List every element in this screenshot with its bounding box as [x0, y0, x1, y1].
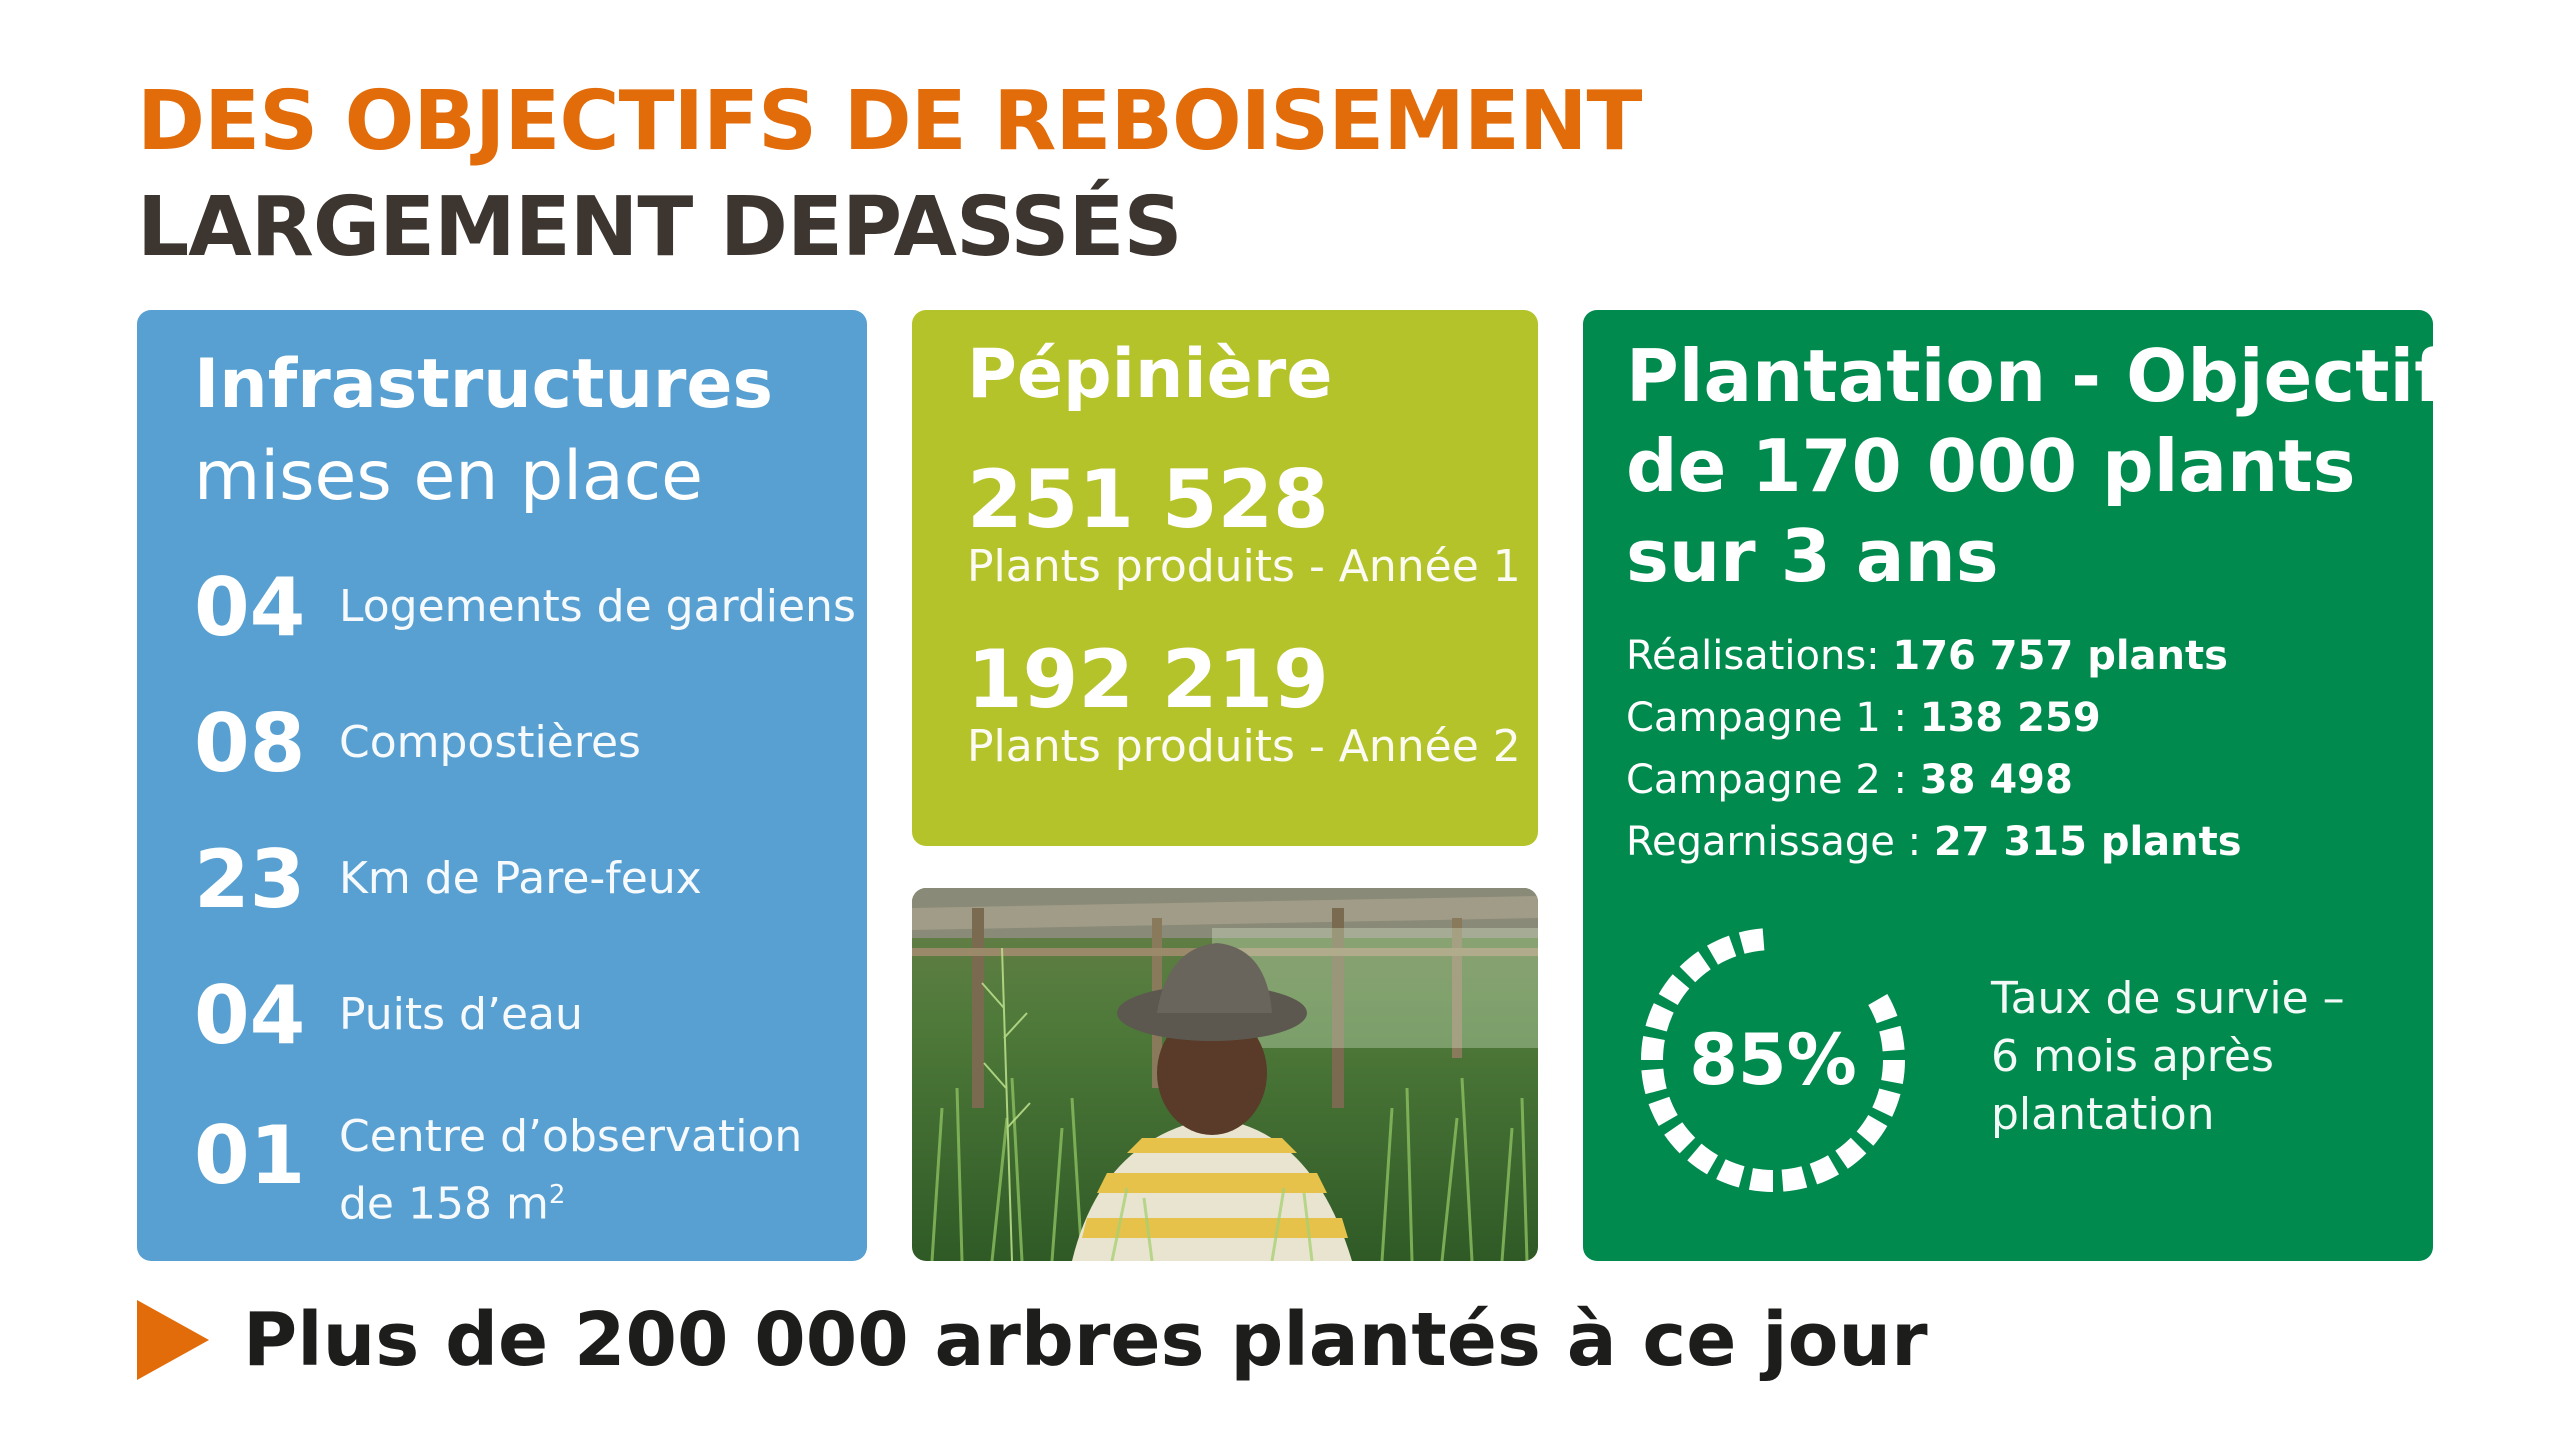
- gauge-segment: [1872, 1088, 1901, 1117]
- gauge-segment: [1881, 1060, 1905, 1085]
- stat-number: 04: [194, 561, 306, 654]
- gauge-segment: [1679, 951, 1711, 983]
- page-title-line1: DES OBJECTIFS DE REBOISEMENT: [137, 74, 1642, 169]
- row-label: Campagne 1 :: [1626, 695, 1920, 741]
- row-value: 38 498: [1919, 757, 2073, 803]
- row-value: 138 259: [1919, 695, 2101, 741]
- stat-label: Logements de gardiens: [339, 581, 856, 632]
- stat-label-line2-text: de 158 m: [339, 1178, 549, 1230]
- survival-caption: Taux de survie – 6 mois après plantation: [1991, 970, 2345, 1144]
- person-in-nursery-photo: [912, 888, 1538, 1261]
- gauge-segment: [1707, 935, 1737, 965]
- stat-row-pare-feux: 23 Km de Pare-feux: [194, 832, 702, 928]
- stat-number: 04: [194, 969, 306, 1062]
- stat-label: Compostières: [339, 717, 641, 768]
- stat-label-line2: de 158 m2: [339, 1166, 802, 1234]
- infrastructures-subtitle: mises en place: [194, 437, 703, 516]
- row-value: 27 315 plants: [1933, 819, 2242, 865]
- stat-label-line1: Centre d’observation: [339, 1111, 803, 1162]
- gauge-segment: [1664, 1122, 1696, 1154]
- row-value: 176 757 plants: [1892, 633, 2228, 679]
- stat-number: 01: [194, 1109, 306, 1202]
- stat-label: Puits d’eau: [339, 989, 583, 1040]
- stat-label: Centre d’observation de 158 m2: [339, 1108, 802, 1234]
- gauge-segment: [1748, 1168, 1773, 1192]
- survival-caption-line1: Taux de survie –: [1991, 973, 2345, 1024]
- survival-percentage: 85%: [1689, 1019, 1857, 1101]
- gauge-segment: [1809, 1155, 1839, 1185]
- play-arrow-icon: [137, 1300, 209, 1380]
- stat-row-compostieres: 08 Compostières: [194, 696, 641, 792]
- gauge-segment: [1781, 1166, 1808, 1192]
- gauge-segment: [1868, 994, 1898, 1024]
- gauge-segment: [1856, 1115, 1888, 1146]
- survival-caption-line2: 6 mois après: [1991, 1031, 2274, 1082]
- row-label: Réalisations:: [1626, 633, 1893, 679]
- row-label: Regarnissage :: [1626, 819, 1934, 865]
- photo-illustration: [912, 888, 1538, 1261]
- gauge-segment: [1835, 1137, 1867, 1169]
- stat-row-centre-observation: 01 Centre d’observation de 158 m2: [194, 1108, 802, 1234]
- gauge-segment: [1658, 974, 1690, 1005]
- gauge-segment: [1738, 928, 1765, 954]
- gauge-segment: [1687, 1143, 1718, 1175]
- plantation-title-line2: de 170 000 plants: [1626, 424, 2356, 508]
- gauge-segment: [1879, 1025, 1905, 1052]
- survival-gauge: 85%: [1623, 910, 1923, 1214]
- pepiniere-card: Pépinière 251 528 Plants produits - Anné…: [912, 310, 1538, 846]
- gauge-segment: [1641, 1035, 1665, 1060]
- pepiniere-number-year2: 192 219: [967, 633, 1329, 726]
- survival-gauge-ring: [1641, 928, 1905, 1192]
- plantation-title-line3: sur 3 ans: [1626, 514, 1999, 598]
- stat-label: Km de Pare-feux: [339, 853, 702, 904]
- superscript: 2: [548, 1180, 566, 1210]
- pepiniere-label-year1: Plants produits - Année 1: [967, 541, 1521, 592]
- plantation-row-regarnissage: Regarnissage : 27 315 plants: [1626, 814, 2242, 870]
- stat-row-puits: 04 Puits d’eau: [194, 968, 583, 1064]
- gauge-segment: [1645, 1003, 1674, 1032]
- stat-row-logements: 04 Logements de gardiens: [194, 560, 856, 656]
- plantation-row-campagne1: Campagne 1 : 138 259: [1626, 690, 2101, 746]
- plantation-row-realisations: Réalisations: 176 757 plants: [1626, 628, 2228, 684]
- pepiniere-number-year1: 251 528: [967, 453, 1329, 546]
- plantation-card: Plantation - Objectif de 170 000 plants …: [1583, 310, 2446, 1261]
- infrastructures-title: Infrastructures: [194, 345, 773, 424]
- footer-statement: Plus de 200 000 arbres plantés à ce jour: [243, 1297, 1928, 1383]
- infrastructures-card: Infrastructures mises en place 04 Logeme…: [137, 310, 867, 1261]
- pepiniere-title: Pépinière: [967, 335, 1333, 414]
- plantation-row-campagne2: Campagne 2 : 38 498: [1626, 752, 2073, 808]
- gauge-segment: [1641, 1068, 1667, 1095]
- stat-number: 23: [194, 833, 306, 926]
- gauge-segment: [1648, 1096, 1678, 1126]
- row-label: Campagne 2 :: [1626, 757, 1920, 803]
- plantation-title-line1: Plantation - Objectif: [1626, 334, 2446, 418]
- gauge-segment: [1716, 1159, 1745, 1188]
- stat-number: 08: [194, 697, 306, 790]
- survival-caption-line3: plantation: [1991, 1089, 2215, 1140]
- pepiniere-label-year2: Plants produits - Année 2: [967, 721, 1521, 772]
- page-title-line2: LARGEMENT DEPASSÉS: [137, 180, 1183, 275]
